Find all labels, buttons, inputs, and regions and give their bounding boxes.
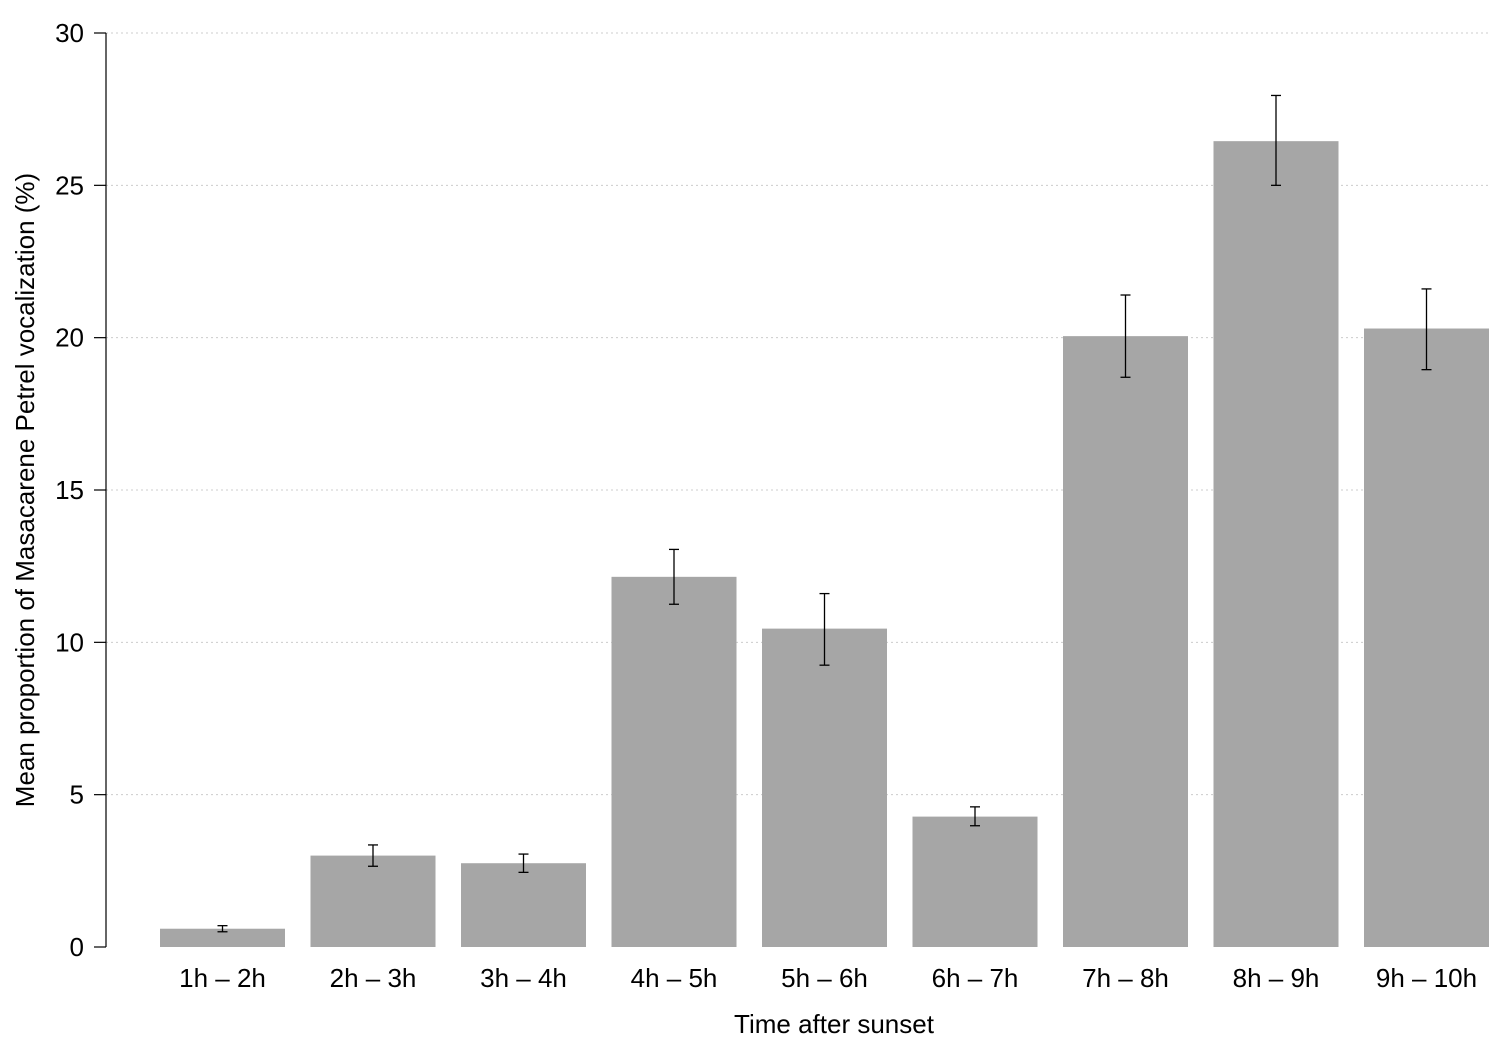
y-tick-label: 0 [70, 932, 84, 962]
error-bar [217, 925, 228, 933]
y-tick-label: 5 [70, 780, 84, 810]
x-tick-label: 4h – 5h [631, 963, 718, 993]
y-tick-label: 30 [55, 18, 84, 48]
error-bar [1421, 288, 1432, 371]
y-axis: 0 5 10 15 20 25 30 [55, 18, 107, 962]
bar [912, 816, 1038, 947]
bar [1063, 336, 1188, 948]
x-tick-label: 7h – 8h [1082, 963, 1169, 993]
error-bar [970, 806, 980, 827]
error-bar [368, 844, 378, 867]
bars [160, 141, 1489, 948]
y-tick-label: 10 [55, 627, 84, 657]
error-bars [217, 94, 1432, 933]
error-bar [1120, 294, 1131, 378]
error-bar [669, 548, 679, 605]
bar [611, 576, 737, 947]
y-tick-label: 15 [55, 475, 84, 505]
bar [762, 628, 887, 947]
bar [461, 863, 586, 947]
bar [1364, 328, 1489, 947]
y-tick-label: 20 [55, 323, 84, 353]
bar [1213, 141, 1339, 947]
error-bar [819, 592, 830, 666]
x-tick-label: 1h – 2h [179, 963, 266, 993]
x-tick-label: 6h – 7h [932, 963, 1019, 993]
x-tick-labels: 1h – 2h 2h – 3h 3h – 4h 4h – 5h 5h – 6h 6h – … [179, 963, 1477, 993]
bar [310, 855, 436, 947]
error-bar [1271, 94, 1281, 186]
x-tick-label: 8h – 9h [1233, 963, 1320, 993]
y-tick-label: 25 [55, 170, 84, 200]
x-tick-label: 9h – 10h [1376, 963, 1477, 993]
y-axis-title: Mean proportion of Masacarene Petrel voc… [10, 173, 40, 807]
x-tick-label: 5h – 6h [781, 963, 868, 993]
x-axis-title: Time after sunset [734, 1009, 935, 1039]
error-bar [518, 853, 529, 874]
x-tick-label: 2h – 3h [330, 963, 417, 993]
x-tick-label: 3h – 4h [480, 963, 567, 993]
bar [160, 928, 285, 947]
